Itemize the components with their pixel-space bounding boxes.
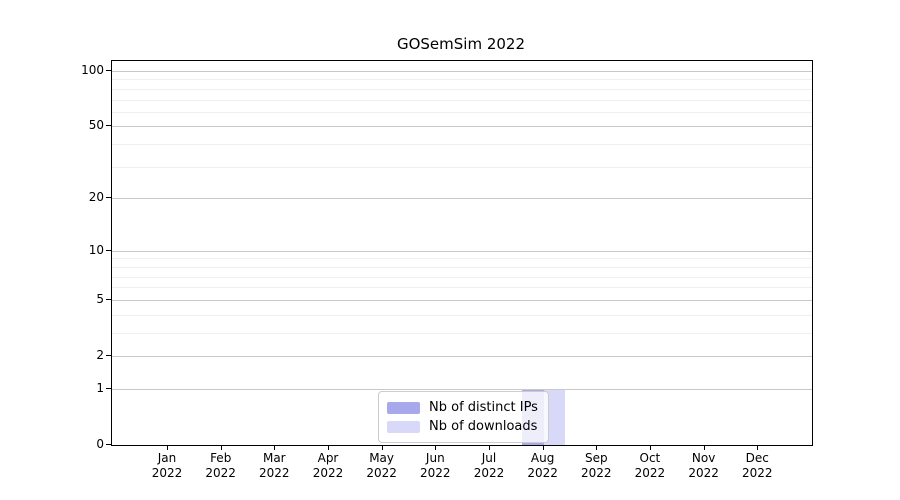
major-gridline (112, 71, 812, 72)
x-tick-year: 2022 (634, 466, 666, 480)
major-gridline (112, 299, 812, 301)
x-tick-month: May (369, 451, 394, 465)
legend-swatch-downloads-icon (387, 420, 420, 433)
x-tick-label: Oct 2022 (620, 451, 680, 481)
legend-item-distinct-ips: Nb of distinct IPs (387, 398, 538, 417)
y-tick-mark (106, 387, 111, 389)
y-tick-mark (106, 70, 111, 71)
y-tick-label: 1 (96, 380, 104, 395)
y-tick-label: 50 (88, 118, 104, 133)
legend: Nb of distinct IPs Nb of downloads (378, 391, 549, 443)
y-tick-label: 0 (96, 437, 104, 451)
y-tick-label: 10 (88, 242, 104, 257)
x-tick-label: Mar 2022 (244, 451, 304, 481)
x-tick-mark (703, 446, 705, 450)
x-tick-month: Sep (584, 451, 608, 465)
x-tick-mark (489, 446, 490, 450)
x-tick-month: Dec (745, 451, 769, 465)
minor-gridline (112, 166, 812, 168)
x-tick-year: 2022 (366, 466, 397, 480)
legend-label-downloads: Nb of downloads (429, 419, 538, 434)
legend-label-distinct-ips: Nb of distinct IPs (429, 400, 538, 415)
minor-gridline (112, 88, 812, 90)
x-tick-month: Apr (317, 451, 339, 465)
x-tick-year: 2022 (742, 466, 773, 480)
x-tick-year: 2022 (527, 466, 558, 480)
y-tick-mark (106, 298, 111, 300)
major-gridline (112, 388, 812, 390)
x-tick-year: 2022 (151, 466, 183, 480)
x-tick-mark (757, 446, 759, 450)
x-tick-mark (435, 446, 437, 450)
x-tick-mark (381, 446, 383, 450)
x-tick-label: Jan 2022 (137, 451, 197, 481)
y-axis-labels: 0 1 2 5 10 20 50 100 (0, 0, 104, 500)
x-tick-mark (328, 446, 329, 450)
x-tick-label: Dec 2022 (727, 451, 787, 481)
minor-gridline (112, 314, 812, 316)
x-tick-year: 2022 (581, 466, 612, 480)
x-tick-mark (542, 446, 544, 450)
y-tick-label: 100 (81, 63, 104, 77)
legend-item-downloads: Nb of downloads (387, 417, 538, 436)
x-tick-label: May 2022 (352, 451, 412, 481)
minor-gridline (112, 332, 812, 334)
x-tick-year: 2022 (473, 466, 505, 480)
x-tick-label: Jul 2022 (459, 451, 519, 481)
x-tick-year: 2022 (688, 466, 719, 480)
minor-gridline (112, 258, 812, 260)
chart-title: GOSemSim 2022 (396, 35, 526, 53)
y-tick-mark (106, 355, 111, 356)
x-tick-label: Jun 2022 (405, 451, 465, 481)
y-tick-mark (106, 444, 111, 445)
x-tick-mark (167, 446, 168, 450)
minor-gridline (112, 276, 812, 278)
x-tick-mark (596, 446, 598, 450)
x-tick-label: Nov 2022 (674, 451, 734, 481)
minor-gridline (112, 111, 812, 113)
x-tick-month: Jul (481, 451, 497, 465)
x-tick-month: Aug (530, 451, 555, 465)
y-tick-mark (106, 249, 111, 251)
plot-area: Nb of distinct IPs Nb of downloads (111, 60, 813, 446)
x-tick-month: Jun (425, 451, 445, 465)
major-gridline (112, 126, 812, 128)
minor-gridline (112, 144, 812, 146)
x-tick-mark (274, 446, 276, 450)
x-tick-year: 2022 (259, 466, 290, 480)
x-tick-month: Mar (262, 451, 286, 465)
y-tick-label: 5 (96, 291, 104, 306)
x-tick-month: Oct (639, 451, 661, 465)
x-tick-month: Jan (157, 451, 177, 465)
y-tick-mark (106, 125, 111, 127)
minor-gridline (112, 287, 812, 289)
y-tick-label: 2 (96, 348, 104, 362)
minor-gridline (112, 266, 812, 268)
x-tick-label: Sep 2022 (566, 451, 626, 481)
x-tick-month: Nov (691, 451, 716, 465)
minor-gridline (112, 79, 812, 81)
x-tick-label: Feb 2022 (191, 451, 251, 481)
y-tick-label: 20 (88, 190, 104, 205)
x-tick-mark (649, 446, 651, 450)
x-tick-year: 2022 (205, 466, 236, 480)
major-gridline (112, 250, 812, 252)
minor-gridline (112, 99, 812, 101)
major-gridline (112, 198, 812, 200)
x-tick-label: Aug 2022 (513, 451, 573, 481)
x-tick-month: Feb (210, 451, 232, 465)
x-tick-label: Apr 2022 (298, 451, 358, 481)
legend-swatch-distinct-ips-icon (387, 401, 420, 414)
x-tick-year: 2022 (312, 466, 344, 480)
major-gridline (112, 356, 812, 357)
y-tick-mark (106, 197, 111, 199)
x-tick-year: 2022 (420, 466, 451, 480)
x-tick-mark (220, 446, 222, 450)
